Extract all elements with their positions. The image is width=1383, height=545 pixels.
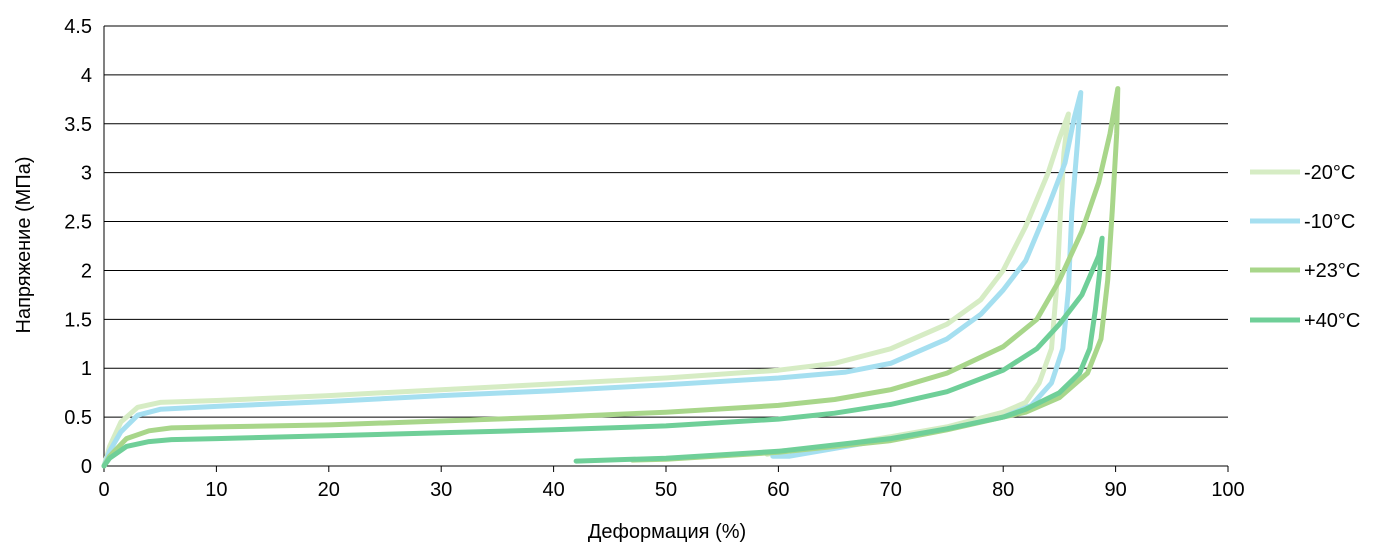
x-axis-title: Деформация (%) xyxy=(588,521,746,543)
gridlines xyxy=(104,25,1228,467)
y-tick-label: 3 xyxy=(81,163,92,185)
x-tick-label: 60 xyxy=(767,479,789,501)
y-tick-label: 1 xyxy=(81,358,92,380)
y-tick-label: 2 xyxy=(81,260,92,282)
legend-label: -10°C xyxy=(1304,211,1355,233)
series-lines xyxy=(101,86,1121,469)
y-tick-label: 2.5 xyxy=(64,212,92,234)
y-tick-label: 3.5 xyxy=(64,114,92,136)
series-line-3 xyxy=(101,235,1105,469)
legend: -20°C -10°C +23°C +40°C xyxy=(1250,162,1360,332)
x-tick-label: 80 xyxy=(992,479,1014,501)
series-line-2 xyxy=(101,86,1121,469)
x-tick-label: 50 xyxy=(655,479,677,501)
y-tick-label: 0 xyxy=(81,456,92,478)
y-axis: 0 0.5 1 1.5 2 2.5 3 3.5 4 4.5 xyxy=(64,16,105,478)
y-tick-label: 1.5 xyxy=(64,309,92,331)
x-tick-label: 20 xyxy=(318,479,340,501)
y-tick-label: 0.5 xyxy=(64,407,92,429)
x-tick-label: 30 xyxy=(430,479,452,501)
x-tick-label: 90 xyxy=(1104,479,1126,501)
legend-label: -20°C xyxy=(1304,162,1355,184)
x-tick-label: 10 xyxy=(205,479,227,501)
y-axis-title: Напряжение (МПа) xyxy=(13,156,35,333)
x-tick-label: 100 xyxy=(1211,479,1244,501)
x-tick-label: 0 xyxy=(98,479,109,501)
legend-label: +40°C xyxy=(1304,310,1360,332)
x-tick-label: 70 xyxy=(880,479,902,501)
x-tick-label: 40 xyxy=(542,479,564,501)
x-axis: 0 10 20 30 40 50 60 70 80 90 100 xyxy=(98,466,1245,501)
y-tick-label: 4.5 xyxy=(64,16,92,38)
legend-label: +23°C xyxy=(1304,260,1360,282)
series-line-0 xyxy=(101,111,1071,469)
y-tick-label: 4 xyxy=(81,65,92,87)
series-line-1 xyxy=(101,90,1084,469)
